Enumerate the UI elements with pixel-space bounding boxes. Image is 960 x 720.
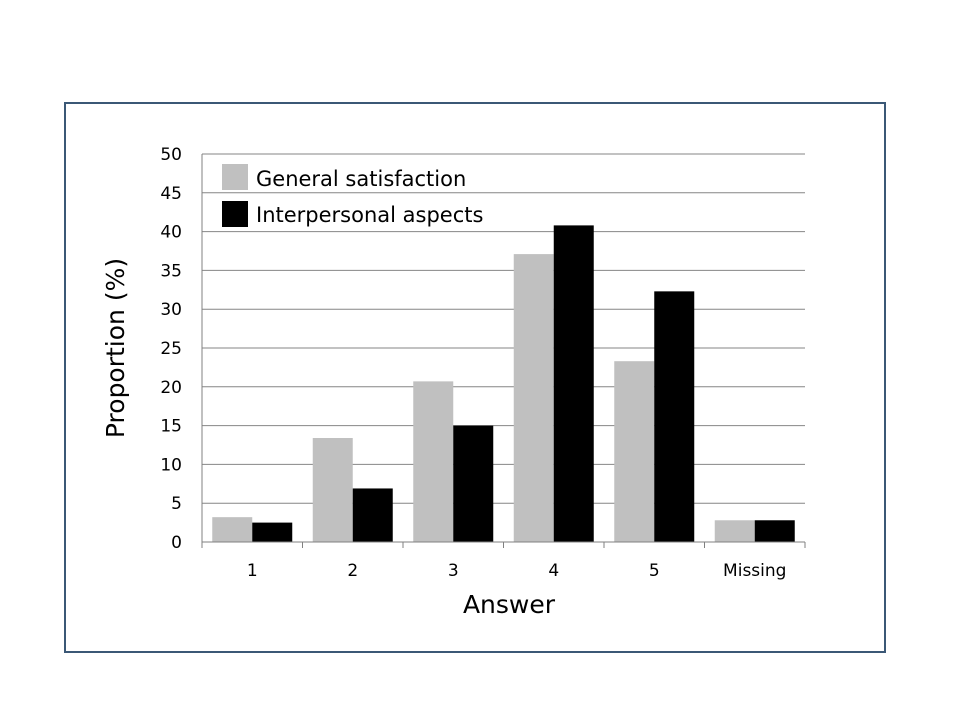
legend-label-interpersonal-aspects: Interpersonal aspects: [256, 203, 483, 227]
x-tick-label: 5: [649, 561, 660, 581]
x-tick-labels: 1 2 3 4 5 Missing: [201, 542, 806, 581]
bars: [212, 225, 795, 542]
bar-interpersonal-aspects: [453, 425, 494, 542]
bar-interpersonal-aspects: [654, 291, 695, 542]
bar-interpersonal-aspects: [252, 522, 293, 542]
legend: General satisfaction Interpersonal aspec…: [222, 164, 483, 227]
legend-swatch-general-satisfaction: [222, 164, 248, 190]
y-tick-label: 50: [160, 145, 182, 165]
y-tick-label: 30: [160, 300, 182, 320]
bar-general-satisfaction: [312, 438, 353, 542]
y-tick-label: 40: [160, 223, 182, 243]
y-tick-label: 35: [160, 261, 182, 281]
x-axis-title: Answer: [463, 590, 556, 619]
y-tick-labels: 0 5 10 15 20 25 30 35 40 45 50: [160, 145, 182, 553]
x-tick-label: Missing: [723, 561, 786, 581]
bar-general-satisfaction: [614, 361, 655, 542]
x-tick-label: 4: [548, 561, 559, 581]
x-tick-label: 3: [448, 561, 459, 581]
legend-swatch-interpersonal-aspects: [222, 201, 248, 227]
bar-interpersonal-aspects: [352, 488, 393, 542]
bar-general-satisfaction: [513, 254, 554, 542]
y-tick-label: 20: [160, 378, 182, 398]
y-tick-label: 15: [160, 417, 182, 437]
x-tick-label: 2: [347, 561, 358, 581]
y-tick-label: 10: [160, 455, 182, 475]
bar-interpersonal-aspects: [754, 520, 795, 542]
bar-interpersonal-aspects: [553, 225, 594, 542]
y-axis-title: Proportion (%): [101, 258, 130, 438]
y-tick-label: 5: [171, 494, 182, 514]
bar-general-satisfaction: [212, 517, 253, 542]
x-tick-label: 1: [247, 561, 258, 581]
bar-general-satisfaction: [714, 520, 755, 542]
y-tick-label: 0: [171, 533, 182, 553]
legend-label-general-satisfaction: General satisfaction: [256, 167, 466, 191]
gridlines: [202, 153, 805, 504]
y-tick-label: 25: [160, 339, 182, 359]
chart-frame: [64, 102, 886, 653]
bar-general-satisfaction: [413, 381, 454, 542]
y-tick-label: 45: [160, 184, 182, 204]
